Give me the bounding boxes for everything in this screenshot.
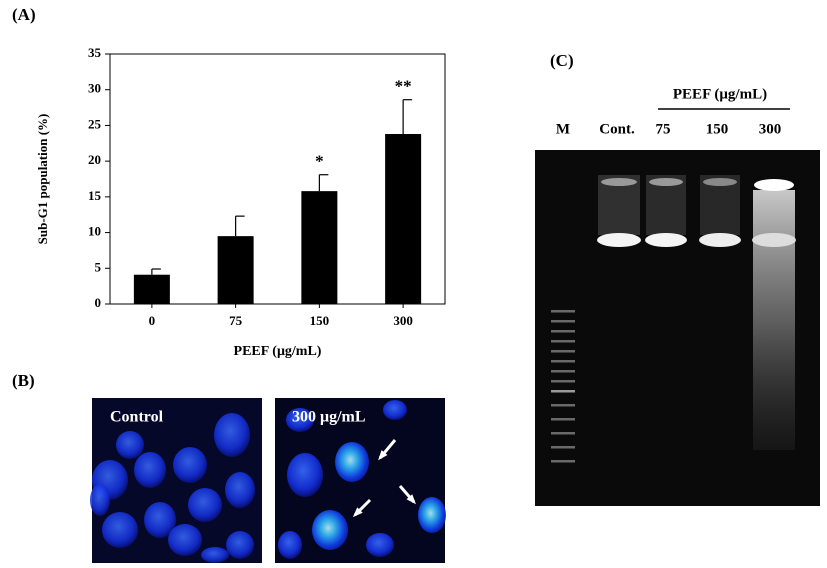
band — [645, 233, 687, 247]
y-tick-label: 0 — [95, 295, 102, 310]
ladder-band — [551, 330, 575, 333]
bar — [385, 134, 422, 304]
cell — [201, 547, 229, 563]
band — [752, 233, 796, 247]
cell — [286, 408, 314, 432]
ladder-band — [551, 350, 575, 353]
cell — [90, 484, 110, 516]
arrow-head — [406, 494, 416, 505]
cell — [134, 452, 166, 488]
ladder-band — [551, 370, 575, 373]
bar — [133, 274, 170, 304]
cell — [418, 497, 446, 533]
cell — [278, 531, 302, 559]
ladder-band — [551, 446, 575, 449]
ladder-band — [551, 390, 575, 393]
ladder-band — [551, 320, 575, 323]
plot-frame — [109, 53, 446, 305]
panel-label: (B) — [12, 371, 35, 390]
band — [649, 178, 683, 186]
panel-label: (C) — [550, 51, 574, 70]
y-tick-label: 20 — [88, 152, 101, 167]
y-tick-label: 25 — [88, 116, 102, 131]
cell — [312, 510, 348, 550]
band — [703, 178, 737, 186]
cell — [144, 502, 176, 538]
ladder-band — [551, 432, 575, 435]
cell — [366, 533, 394, 557]
microscopy — [90, 398, 446, 563]
cell — [102, 512, 138, 548]
arrow-head — [378, 450, 388, 461]
lane-label: M — [556, 121, 570, 137]
cell — [116, 431, 144, 459]
y-tick-label: 35 — [88, 45, 102, 60]
cell — [335, 442, 369, 482]
cell — [188, 488, 222, 522]
image-caption: 300 μg/mL — [292, 409, 366, 426]
band — [597, 233, 641, 247]
x-tick-label: 75 — [229, 313, 243, 328]
lane-label: Cont. — [599, 121, 635, 137]
x-axis-label: PEEF (μg/mL) — [234, 344, 322, 359]
bar — [217, 236, 254, 304]
y-tick-label: 15 — [88, 188, 102, 203]
cell — [168, 524, 202, 556]
band — [601, 178, 637, 186]
arrow-head — [352, 507, 363, 518]
cell — [287, 453, 323, 497]
cell — [383, 400, 407, 420]
ladder-band — [551, 418, 575, 421]
ladder-band — [551, 404, 575, 407]
lane-label: 150 — [706, 121, 729, 137]
cell — [225, 472, 255, 508]
ladder — [551, 310, 575, 463]
significance-label: * — [315, 152, 324, 171]
y-tick-label: 5 — [95, 259, 102, 274]
lane-label: 300 — [759, 121, 782, 137]
y-tick-label: 10 — [88, 224, 101, 239]
gel — [535, 150, 820, 506]
ladder-band — [551, 340, 575, 343]
bar — [301, 191, 338, 304]
x-tick-label: 150 — [310, 313, 330, 328]
y-axis-label: Sub-G1 population (%) — [35, 114, 50, 245]
panel-label: (A) — [12, 5, 36, 24]
cell — [226, 531, 254, 559]
smear — [753, 190, 795, 450]
lane-label: 75 — [656, 121, 671, 137]
ladder-band — [551, 360, 575, 363]
x-tick-label: 300 — [393, 313, 413, 328]
significance-label: ** — [395, 77, 412, 96]
ladder-band — [551, 380, 575, 383]
cell — [173, 447, 207, 483]
image-caption: Control — [110, 409, 164, 426]
cell — [214, 413, 250, 457]
y-tick-label: 30 — [88, 81, 101, 96]
band — [699, 233, 741, 247]
ladder-band — [551, 310, 575, 313]
treatment-label: PEEF (μg/mL) — [673, 86, 767, 102]
ladder-band — [551, 460, 575, 463]
x-tick-label: 0 — [149, 313, 156, 328]
band — [754, 179, 794, 191]
